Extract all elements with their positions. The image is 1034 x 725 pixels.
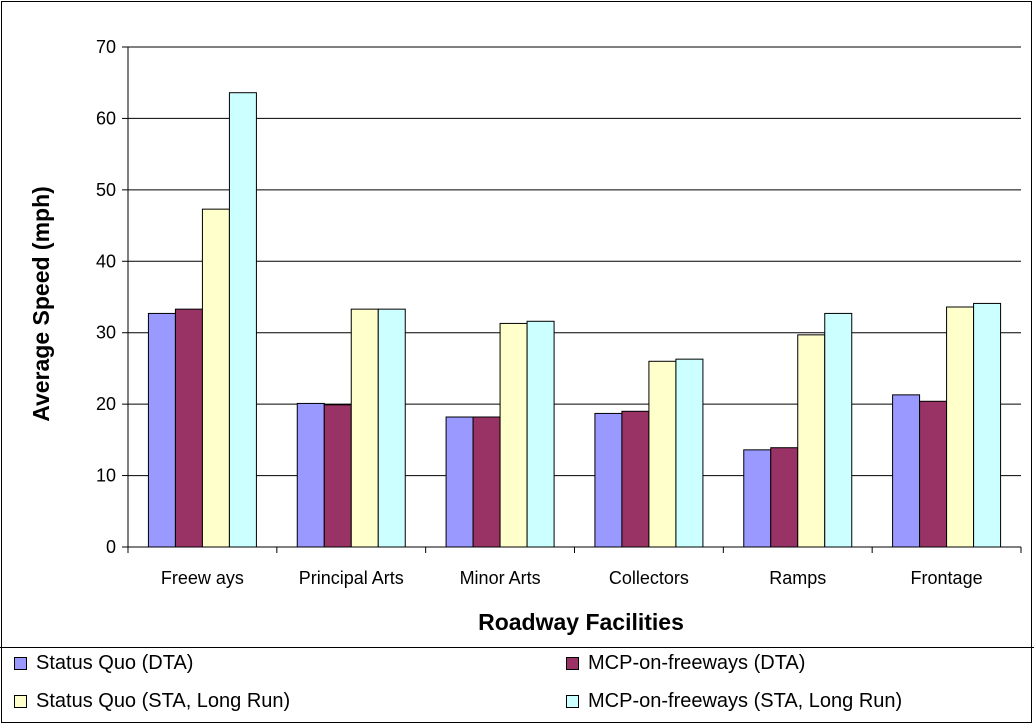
y-tick-label: 40 [96,251,116,271]
bar-1-4 [594,412,623,548]
bar-3-2 [350,308,379,548]
legend-divider [0,647,1034,648]
x-tick-label: Principal Arts [299,568,404,588]
legend-swatch [566,695,579,708]
y-tick-label: 30 [96,323,116,343]
y-axis-label: Average Speed (mph) [28,186,54,422]
bar-4-2 [377,308,406,548]
legend-item: MCP-on-freeways (STA, Long Run) [566,690,902,713]
bar-3-3 [499,322,528,548]
x-tick-label: Ramps [769,568,826,588]
y-tick-label: 60 [96,108,116,128]
x-axis-label: Roadway Facilities [478,609,684,635]
legend-swatch [14,657,27,670]
bar-2-1 [174,308,203,548]
x-tick-label: Collectors [609,568,689,588]
bar-4-6 [973,302,1002,548]
y-tick-label: 10 [96,466,116,486]
bar-2-6 [919,400,948,548]
bar-chart: 0 10 20 30 40 50 60 70 Freew ays Principal Arts Mi… [28,37,1022,635]
legend-swatch [566,657,579,670]
bar-2-4 [621,410,650,548]
bar-3-5 [797,334,826,548]
bar-4-4 [675,358,704,548]
y-tick-label: 20 [96,394,116,414]
bar-1-3 [445,416,474,548]
legend-swatch [14,695,27,708]
bar-1-6 [892,394,921,548]
bar-4-1 [228,92,257,548]
y-tick-label: 70 [96,37,116,57]
bar-4-5 [824,312,853,548]
bar-3-1 [201,208,230,548]
bar-1-5 [743,449,772,548]
bar-4-3 [526,320,555,548]
x-tick-label: Frontage [911,568,983,588]
axes: 0 10 20 30 40 50 60 70 Freew ays Principal Arts Mi… [96,37,1022,588]
bar-2-3 [472,416,501,548]
legend-label: MCP-on-freeways (STA, Long Run) [588,690,903,712]
gridlines [128,46,1021,477]
legend-item: Status Quo (DTA) [14,652,193,675]
legend-item: MCP-on-freeways (DTA) [566,652,805,675]
bar-3-4 [648,360,677,548]
bar-2-2 [323,404,352,548]
bar-3-6 [946,306,975,548]
bars [147,92,1002,548]
legend-label: MCP-on-freeways (DTA) [588,652,806,674]
legend-item: Status Quo (STA, Long Run) [14,690,290,713]
y-tick-label: 50 [96,180,116,200]
bar-2-5 [770,447,799,548]
bar-1-1 [147,312,176,548]
legend-label: Status Quo (STA, Long Run) [36,690,291,712]
y-tick-label: 0 [106,537,116,557]
x-tick-label: Freew ays [161,568,244,588]
x-tick-label: Minor Arts [460,568,541,588]
bar-1-2 [296,402,325,548]
legend-label: Status Quo (DTA) [36,652,194,674]
